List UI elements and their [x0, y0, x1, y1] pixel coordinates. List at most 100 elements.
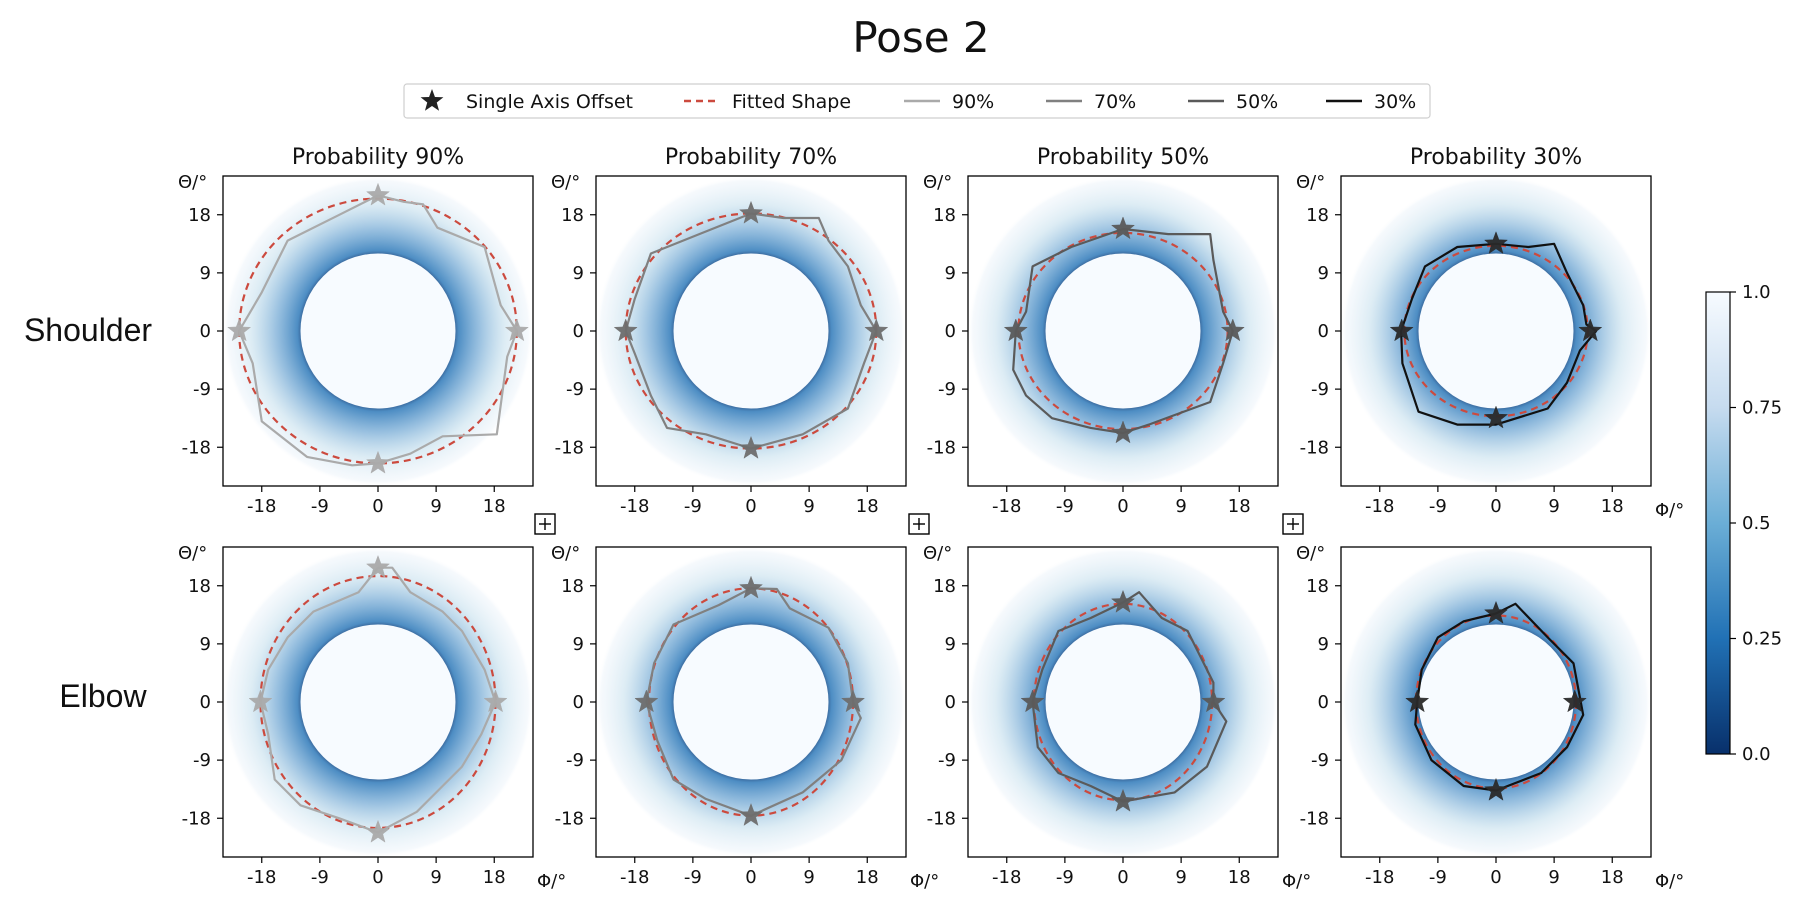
y-axis-label: Θ/° [178, 543, 207, 564]
y-tick-label: 0 [1318, 321, 1329, 342]
offset-star-left [1389, 318, 1414, 342]
x-tick-label: 18 [1601, 867, 1624, 888]
y-tick-label: -9 [1311, 750, 1329, 771]
x-tick-label: -18 [1365, 867, 1394, 888]
x-axis-label: Φ/° [1655, 871, 1684, 892]
panel-elbow-2: -18 -18 -9 -9 0 0 9 9 18 18 Θ/° Φ/° [551, 543, 939, 892]
x-tick-label: 18 [856, 867, 879, 888]
x-tick-label: -9 [311, 496, 329, 517]
y-axis-label: Θ/° [1296, 543, 1325, 564]
y-tick-label: 0 [200, 321, 211, 342]
y-tick-label: -18 [927, 808, 956, 829]
y-tick-label: 18 [188, 576, 211, 597]
chart-title: Pose 2 [852, 13, 989, 62]
probability-contour [1012, 227, 1234, 435]
offset-star-up [1483, 600, 1509, 624]
x-tick-label: -18 [620, 867, 649, 888]
offset-star-up [365, 554, 391, 578]
x-tick-label: 0 [1490, 496, 1501, 517]
y-tick-label: -9 [566, 379, 584, 400]
legend-star-icon [420, 89, 444, 111]
x-tick-label: 9 [803, 496, 814, 517]
y-tick-label: 18 [561, 576, 584, 597]
x-tick-label: -18 [247, 867, 276, 888]
inner-disc [673, 253, 829, 409]
probability-contour [1399, 242, 1598, 426]
x-tick-label: -18 [992, 496, 1021, 517]
colorbar-tick-label: 0.75 [1742, 398, 1782, 419]
probability-contour [1414, 602, 1585, 792]
inner-disc [300, 253, 456, 409]
y-tick-label: 9 [573, 263, 584, 284]
offset-star-right [1201, 689, 1226, 713]
x-tick-label: 9 [1548, 867, 1559, 888]
x-tick-label: 9 [1548, 496, 1559, 517]
panel-shoulder-2: -18 -18 -9 -9 0 0 9 9 18 18 Θ/° Probability 70% [551, 145, 907, 517]
offset-star-right [1578, 318, 1603, 342]
x-tick-label: 0 [1490, 867, 1501, 888]
plot-area [596, 176, 906, 486]
legend-item-0: Single Axis Offset [420, 89, 633, 113]
x-tick-label: 18 [856, 496, 879, 517]
plot-area [1341, 176, 1651, 486]
row-label-shoulder: Shoulder [24, 312, 152, 348]
offset-star-down [1110, 420, 1136, 444]
y-tick-label: 18 [933, 205, 956, 226]
x-tick-label: 9 [430, 867, 441, 888]
legend-label: Single Axis Offset [466, 91, 633, 113]
x-tick-label: -9 [684, 496, 702, 517]
y-axis-label: Θ/° [551, 543, 580, 564]
legend-item-5: 30% [1326, 91, 1416, 113]
legend-label: Fitted Shape [732, 91, 851, 113]
colorbar-tick-label: 0.5 [1742, 513, 1771, 534]
legend-item-2: 90% [904, 91, 994, 113]
y-tick-label: 18 [561, 205, 584, 226]
offset-star-down [738, 435, 764, 459]
y-tick-label: -18 [927, 437, 956, 458]
offset-star-right [1220, 318, 1245, 342]
x-tick-label: 0 [1117, 867, 1128, 888]
expand-toggle-icon[interactable] [908, 513, 930, 535]
x-tick-label: 18 [483, 867, 506, 888]
inner-disc [1045, 624, 1201, 780]
y-tick-label: -18 [182, 808, 211, 829]
y-tick-label: -9 [938, 379, 956, 400]
panel-shoulder-4: -18 -18 -9 -9 0 0 9 9 18 18 Θ/° Φ/° Probability 30% [1296, 145, 1684, 521]
offset-star-right [1562, 689, 1587, 713]
x-tick-label: -9 [311, 867, 329, 888]
legend-label: 30% [1374, 91, 1416, 113]
x-axis-label: Φ/° [1282, 871, 1311, 892]
offset-star-down [738, 802, 764, 826]
x-tick-label: 18 [1228, 867, 1251, 888]
offset-star-up [1483, 231, 1509, 255]
probability-contour [1031, 591, 1228, 803]
y-tick-label: 9 [945, 634, 956, 655]
colorbar-tick-label: 1.0 [1742, 282, 1771, 303]
y-tick-label: -9 [193, 750, 211, 771]
colorbar-scale [1705, 291, 1731, 755]
expand-toggle-icon[interactable] [1282, 513, 1304, 535]
inner-disc [300, 624, 456, 780]
x-axis-label: Φ/° [537, 871, 566, 892]
y-axis-label: Θ/° [178, 172, 207, 193]
column-title: Probability 70% [665, 145, 837, 170]
legend-item-4: 50% [1188, 91, 1278, 113]
offset-star-up [738, 200, 764, 224]
y-tick-label: 9 [1318, 263, 1329, 284]
x-tick-label: 18 [483, 496, 506, 517]
y-tick-label: -18 [555, 437, 584, 458]
x-tick-label: 0 [1117, 496, 1128, 517]
inner-disc [1418, 624, 1574, 780]
colorbar: 0.0 0.25 0.5 0.75 1.0 [1705, 282, 1782, 765]
y-axis-label: Θ/° [1296, 172, 1325, 193]
y-tick-label: 9 [1318, 634, 1329, 655]
x-tick-label: 0 [745, 867, 756, 888]
offset-star-left [634, 689, 659, 713]
x-tick-label: 0 [745, 496, 756, 517]
column-title: Probability 90% [292, 145, 464, 170]
expand-toggle-icon[interactable] [534, 513, 556, 535]
plot-area [223, 547, 533, 857]
y-tick-label: 0 [945, 321, 956, 342]
toggles [534, 513, 1304, 535]
x-axis-label: Φ/° [910, 871, 939, 892]
